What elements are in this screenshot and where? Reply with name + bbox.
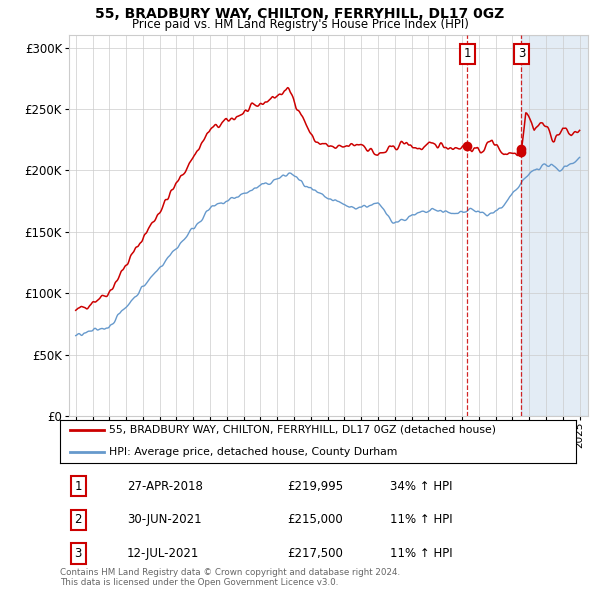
Text: 3: 3 <box>518 47 525 60</box>
Bar <box>521 35 596 416</box>
Text: £219,995: £219,995 <box>287 480 343 493</box>
Text: 27-APR-2018: 27-APR-2018 <box>127 480 203 493</box>
Text: 1: 1 <box>74 480 82 493</box>
Text: £215,000: £215,000 <box>287 513 343 526</box>
Text: 55, BRADBURY WAY, CHILTON, FERRYHILL, DL17 0GZ (detached house): 55, BRADBURY WAY, CHILTON, FERRYHILL, DL… <box>109 425 496 435</box>
Text: 1: 1 <box>464 47 471 60</box>
Text: 11% ↑ HPI: 11% ↑ HPI <box>390 547 453 560</box>
Text: Price paid vs. HM Land Registry's House Price Index (HPI): Price paid vs. HM Land Registry's House … <box>131 18 469 31</box>
Text: 11% ↑ HPI: 11% ↑ HPI <box>390 513 453 526</box>
Text: HPI: Average price, detached house, County Durham: HPI: Average price, detached house, Coun… <box>109 447 397 457</box>
Text: 30-JUN-2021: 30-JUN-2021 <box>127 513 202 526</box>
Text: £217,500: £217,500 <box>287 547 343 560</box>
Text: Contains HM Land Registry data © Crown copyright and database right 2024.
This d: Contains HM Land Registry data © Crown c… <box>60 568 400 587</box>
Text: 12-JUL-2021: 12-JUL-2021 <box>127 547 199 560</box>
Text: 2: 2 <box>74 513 82 526</box>
Text: 34% ↑ HPI: 34% ↑ HPI <box>390 480 453 493</box>
Text: 3: 3 <box>74 547 82 560</box>
Text: 55, BRADBURY WAY, CHILTON, FERRYHILL, DL17 0GZ: 55, BRADBURY WAY, CHILTON, FERRYHILL, DL… <box>95 7 505 21</box>
